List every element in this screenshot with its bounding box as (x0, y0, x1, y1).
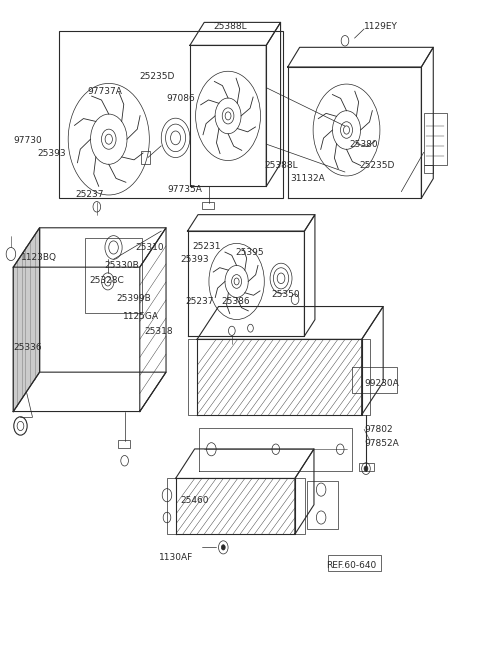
Bar (352, 367, 397, 393)
Text: 25393: 25393 (37, 149, 66, 158)
Text: 25328C: 25328C (90, 276, 124, 285)
Text: 25393: 25393 (180, 256, 209, 264)
Bar (424, 113, 446, 165)
Text: 25235D: 25235D (140, 72, 175, 81)
Text: 1125GA: 1125GA (123, 312, 159, 321)
Text: 25231: 25231 (192, 242, 221, 250)
Text: 25318: 25318 (144, 327, 173, 336)
Bar (362, 339, 370, 415)
Bar (188, 339, 197, 415)
Text: 25386: 25386 (221, 297, 250, 306)
Text: 25235D: 25235D (360, 161, 395, 170)
Text: 99230A: 99230A (364, 379, 399, 387)
Text: 25395: 25395 (235, 248, 264, 256)
Text: 25336: 25336 (13, 343, 42, 353)
Bar (118, 440, 130, 447)
Text: 25350: 25350 (271, 289, 300, 299)
Text: 25380: 25380 (350, 140, 378, 149)
Text: 25388L: 25388L (264, 161, 298, 170)
Text: 1130AF: 1130AF (159, 553, 193, 561)
Circle shape (364, 466, 368, 471)
Text: 1129EY: 1129EY (364, 22, 398, 31)
Bar (141, 151, 150, 164)
Text: 97730: 97730 (13, 136, 42, 145)
Bar (167, 478, 176, 534)
Text: 25237: 25237 (75, 190, 104, 199)
Bar (328, 555, 381, 571)
Text: 1123BQ: 1123BQ (21, 253, 57, 262)
Text: 25460: 25460 (180, 496, 209, 505)
Text: 25399B: 25399B (116, 293, 151, 302)
Bar (307, 481, 338, 529)
Text: 97802: 97802 (364, 425, 393, 434)
Bar (424, 165, 433, 173)
Bar (59, 31, 283, 198)
Text: 97852A: 97852A (364, 438, 399, 447)
Text: 97735A: 97735A (168, 185, 203, 194)
Bar (85, 238, 142, 313)
Text: 25330B: 25330B (104, 262, 139, 270)
Text: 97086: 97086 (166, 94, 195, 103)
Text: 25388L: 25388L (214, 22, 247, 31)
Bar (295, 478, 305, 534)
Circle shape (221, 545, 225, 550)
Text: 31132A: 31132A (290, 174, 325, 183)
Bar (360, 463, 373, 471)
Text: 97737A: 97737A (87, 87, 122, 96)
Text: 25310: 25310 (135, 243, 164, 252)
Text: REF.60-640: REF.60-640 (326, 561, 376, 570)
Bar (202, 202, 214, 210)
Text: 25237: 25237 (185, 297, 214, 306)
